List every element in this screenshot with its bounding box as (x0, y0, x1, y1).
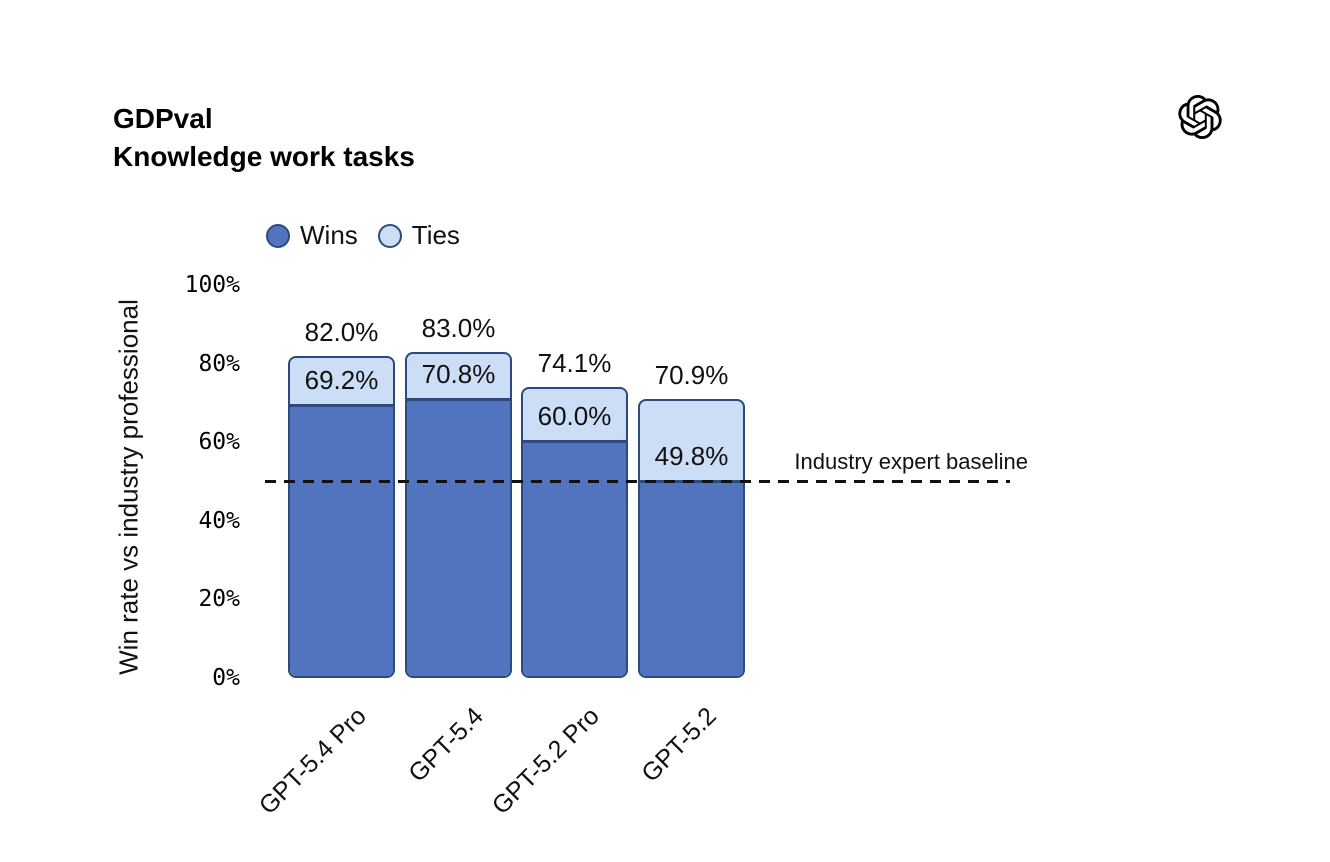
bar-wins-segment (523, 440, 626, 676)
y-tick-label-80: 80% (198, 350, 240, 377)
legend-item-ties: Ties (377, 220, 460, 251)
y-tick-label-0: 0% (212, 665, 240, 691)
bar-total-label-gpt-5-4-pro: 82.0% (304, 316, 379, 347)
baseline-label: Industry expert baseline (794, 448, 1028, 474)
bar-total-label-gpt-5-2: 70.9% (654, 360, 729, 391)
legend-item-wins: Wins (266, 220, 358, 251)
legend: Wins Ties (266, 220, 460, 251)
bar-gpt-5-4-pro (288, 355, 395, 678)
legend-ties-swatch (377, 223, 402, 248)
openai-logo-icon (1178, 95, 1222, 139)
y-tick-label-60: 60% (198, 429, 240, 456)
bar-gpt-5-2 (638, 399, 745, 678)
legend-wins-label: Wins (300, 220, 358, 250)
bar-wins-label-gpt-5-2-pro: 60.0% (537, 401, 612, 432)
legend-wins-swatch (266, 223, 290, 248)
x-tick-label-gpt-5-2: GPT-5.2 (635, 702, 722, 788)
bar-total-label-gpt-5-4: 83.0% (421, 312, 496, 343)
bar-wins-label-gpt-5-4: 70.8% (421, 358, 496, 389)
chart-title-line1: GDPval (113, 103, 213, 134)
bar-total-label-gpt-5-2-pro: 74.1% (537, 347, 612, 378)
legend-ties-label: Ties (411, 220, 460, 250)
bar-gpt-5-2-pro (521, 386, 628, 678)
y-tick-label-20: 20% (198, 586, 240, 613)
bar-gpt-5-4 (405, 351, 512, 678)
bar-wins-segment (407, 397, 510, 676)
y-tick-label-100: 100% (184, 272, 240, 298)
chart-title: GDPval Knowledge work tasks (113, 100, 415, 176)
bar-wins-segment (290, 404, 393, 676)
bar-wins-segment (640, 480, 743, 676)
y-tick-label-40: 40% (198, 507, 240, 534)
bar-wins-label-gpt-5-2: 49.8% (654, 441, 729, 472)
baseline-line (265, 480, 1010, 483)
chart-title-line2: Knowledge work tasks (113, 141, 415, 172)
bar-wins-label-gpt-5-4-pro: 69.2% (304, 365, 379, 396)
